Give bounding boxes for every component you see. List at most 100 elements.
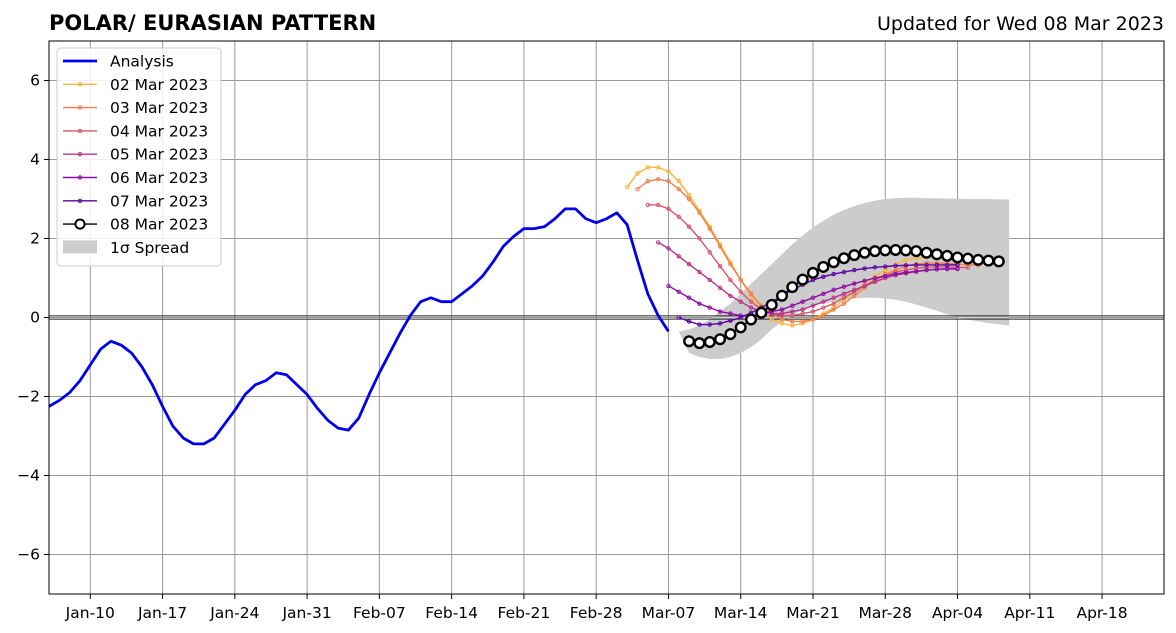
- forecast-point: [686, 196, 692, 202]
- forecast-point: [944, 266, 950, 272]
- forecast-point: [655, 177, 661, 182]
- forecast-point: [697, 322, 702, 327]
- forecast-point: [676, 254, 681, 259]
- forecast-point: [676, 315, 681, 320]
- series-layer: [48, 165, 1005, 446]
- x-tick-label: Mar-28: [858, 604, 912, 622]
- forecast-point: [899, 244, 912, 257]
- x-tick-label: Apr-11: [1004, 604, 1055, 622]
- forecast-point: [841, 284, 847, 289]
- forecast-point: [655, 165, 661, 170]
- forecast-point: [645, 202, 650, 208]
- forecast-point: [790, 309, 795, 314]
- forecast-point: [686, 319, 692, 324]
- forecast-point: [697, 210, 702, 216]
- forecast-point: [779, 317, 785, 322]
- forecast-point: [728, 261, 733, 267]
- forecast-point: [779, 321, 785, 326]
- x-tick-label: Feb-21: [498, 604, 551, 622]
- forecast-point: [796, 273, 809, 286]
- forecast-point: [951, 251, 964, 264]
- y-tick-label: 0: [30, 309, 40, 327]
- forecast-point: [707, 226, 712, 231]
- forecast-point: [734, 321, 747, 334]
- forecast-point: [961, 252, 974, 265]
- forecast-point: [728, 311, 733, 316]
- forecast-series-5: [666, 266, 960, 318]
- legend-swatch-marker: [77, 175, 83, 180]
- forecast-point: [645, 179, 650, 184]
- legend-swatch-marker: [77, 198, 83, 204]
- forecast-point: [852, 281, 857, 286]
- analysis-line: [48, 207, 670, 446]
- forecast-point: [831, 287, 836, 293]
- legend-swatch-marker: [77, 82, 83, 87]
- x-tick-label: Feb-07: [353, 604, 406, 622]
- forecast-point: [728, 318, 733, 323]
- forecast-point: [676, 289, 681, 295]
- forecast-point: [645, 165, 650, 170]
- forecast-point: [852, 267, 857, 273]
- forecast-point: [745, 313, 758, 326]
- forecast-point: [707, 277, 712, 283]
- forecast-point: [686, 192, 692, 198]
- x-tick-label: Mar-21: [786, 604, 840, 622]
- forecast-point: [883, 264, 888, 269]
- forecast-point: [821, 274, 826, 280]
- forecast-point: [738, 289, 743, 295]
- legend-label: 08 Mar 2023: [110, 216, 208, 234]
- forecast-point: [992, 255, 1005, 268]
- forecast-point: [883, 273, 888, 279]
- forecast-point: [852, 293, 857, 298]
- forecast-point: [790, 319, 795, 324]
- forecast-line: [637, 178, 979, 323]
- x-tick-label: Mar-14: [714, 604, 768, 622]
- forecast-point: [717, 263, 723, 269]
- forecast-point: [800, 299, 805, 304]
- forecast-point: [872, 279, 878, 285]
- forecast-point: [728, 293, 733, 298]
- forecast-point: [982, 254, 995, 267]
- forecast-point: [738, 315, 743, 320]
- x-tick-label: Jan-10: [65, 604, 115, 622]
- forecast-point: [769, 317, 774, 322]
- forecast-point: [776, 289, 789, 302]
- forecast-point: [914, 269, 919, 274]
- forecast-series-6: [676, 262, 960, 327]
- forecast-point: [686, 224, 692, 229]
- forecast-point: [831, 271, 836, 277]
- x-tick-label: Jan-17: [137, 604, 187, 622]
- y-tick-label: 6: [30, 72, 40, 90]
- forecast-point: [748, 305, 754, 310]
- forecast-point: [693, 337, 706, 350]
- forecast-point: [944, 262, 950, 268]
- forecast-point: [676, 179, 681, 184]
- forecast-point: [821, 313, 826, 318]
- forecast-point: [893, 271, 898, 277]
- legend-swatch-marker: [74, 218, 86, 230]
- forecast-point: [831, 301, 836, 306]
- x-tick-label: Apr-18: [1076, 604, 1127, 622]
- forecast-point: [920, 246, 933, 259]
- forecast-point: [810, 317, 816, 322]
- forecast-point: [841, 301, 847, 306]
- forecast-point: [748, 291, 754, 296]
- forecast-point: [697, 301, 702, 306]
- forecast-point: [924, 262, 929, 268]
- forecast-point: [714, 333, 727, 346]
- forecast-point: [817, 260, 830, 273]
- y-tick-label: −4: [17, 467, 40, 485]
- forecast-point: [666, 169, 671, 174]
- forecast-point: [800, 307, 805, 312]
- forecast-point: [930, 248, 943, 261]
- forecast-point: [848, 249, 861, 262]
- forecast-point: [858, 246, 871, 259]
- forecast-point: [821, 299, 826, 304]
- forecast-point: [717, 309, 723, 314]
- forecast-point: [717, 244, 723, 249]
- legend-swatch-marker: [77, 128, 83, 134]
- forecast-point: [924, 267, 929, 273]
- legend: Analysis 02 Mar 2023 03 Mar 2023 04 Mar 202…: [56, 47, 222, 267]
- forecast-point: [800, 311, 805, 316]
